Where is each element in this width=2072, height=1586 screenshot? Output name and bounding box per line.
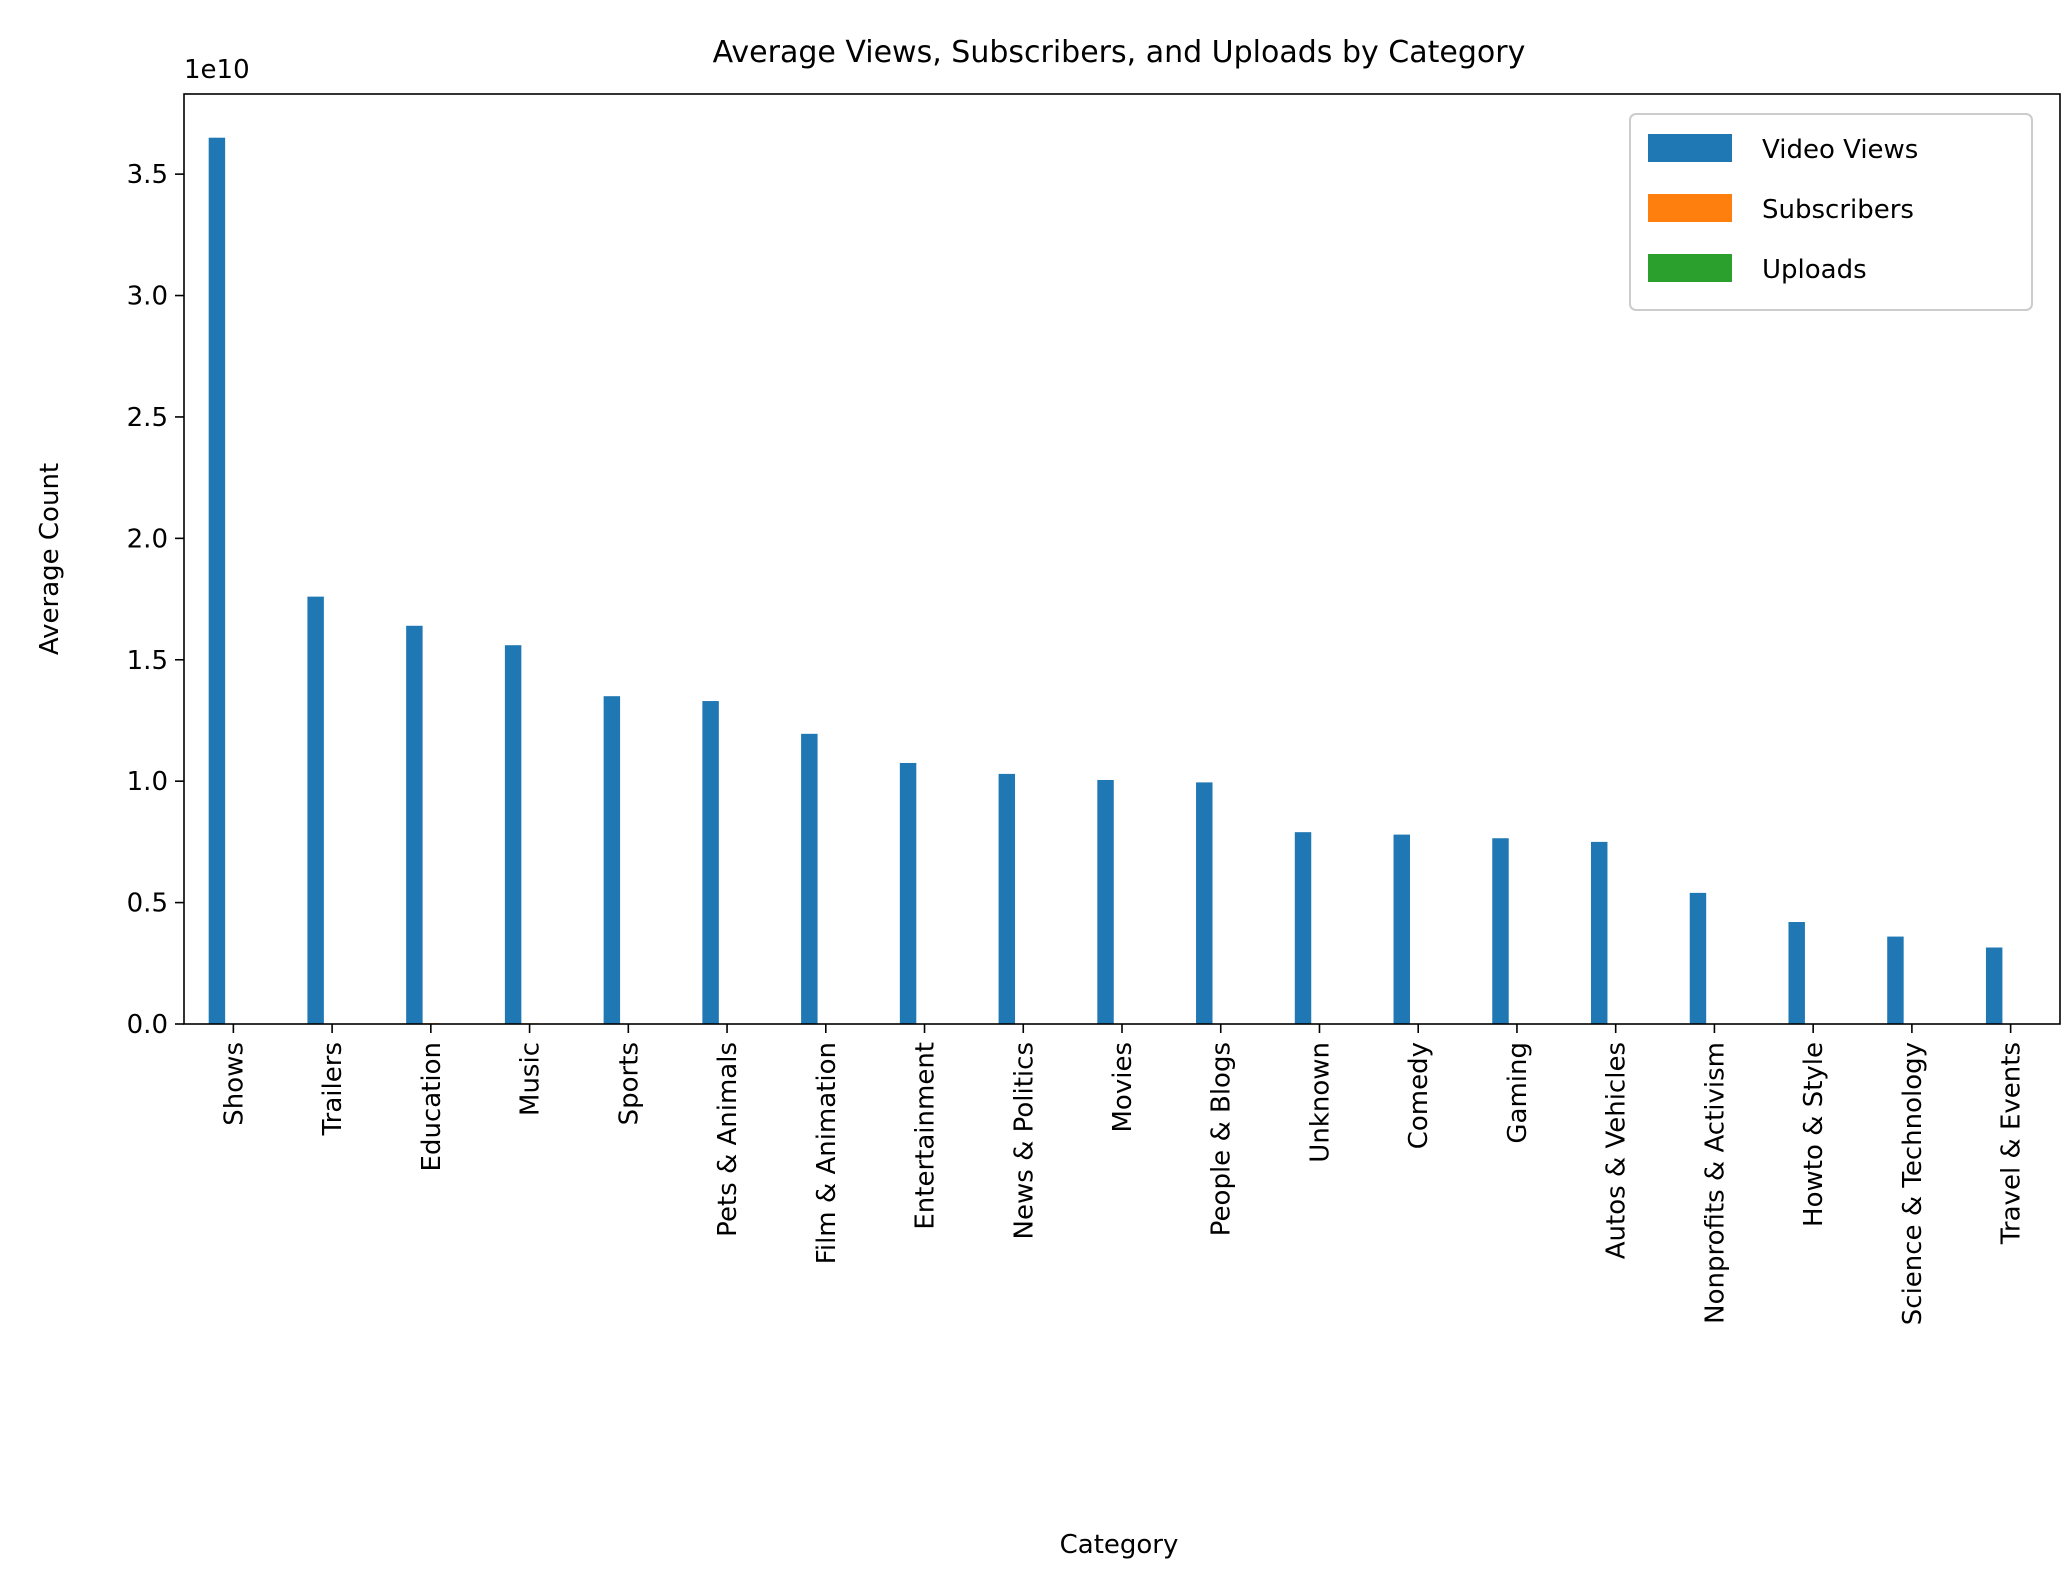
bar-video-views [504, 645, 522, 1024]
x-tick-label: Shows [219, 1042, 249, 1126]
legend: Video Views Subscribers Uploads [1629, 113, 2033, 311]
y-axis-ticks: 0.0 0.5 1.0 1.5 2.0 2.5 3.0 3.5 [127, 160, 184, 1040]
y-axis-label: Average Count [35, 463, 65, 655]
legend-swatch [1648, 134, 1732, 162]
bars [208, 137, 2036, 1024]
bar-video-views [1492, 838, 1509, 1024]
x-tick-label: Science & Technology [1898, 1042, 1928, 1325]
y-tick-label: 2.5 [127, 403, 168, 433]
x-tick-label: Travel & Events [1997, 1042, 2027, 1245]
y-tick-label: 3.5 [127, 160, 168, 190]
plot-frame [183, 93, 2061, 1025]
x-tick-label: Pets & Animals [713, 1042, 743, 1237]
bar-video-views [208, 137, 226, 1024]
x-tick-label: News & Politics [1009, 1042, 1039, 1239]
x-tick-label: Trailers [318, 1042, 348, 1136]
bar-video-views [1689, 892, 1707, 1024]
x-axis-ticks: Shows Trailers Education Music Sports Pets & … [219, 1024, 2027, 1325]
bar-video-views [1887, 936, 1904, 1024]
legend-swatch [1648, 194, 1732, 222]
x-tick-label: Unknown [1305, 1042, 1335, 1163]
bar-video-views [603, 696, 621, 1024]
bar-video-views [1591, 841, 1608, 1024]
legend-swatch [1648, 254, 1732, 282]
y-tick-label: 2.0 [127, 524, 168, 554]
y-offset-text: 1e10 [184, 55, 250, 85]
bar-video-views [702, 701, 719, 1024]
x-tick-label: Nonprofits & Activism [1700, 1042, 1730, 1324]
y-tick-label: 0.0 [127, 1010, 168, 1040]
y-tick-label: 0.5 [127, 889, 168, 919]
x-tick-label: Education [417, 1042, 447, 1171]
bar-video-views [1196, 782, 1213, 1024]
bar-video-views [1393, 834, 1410, 1024]
x-tick-label: Gaming [1503, 1042, 1533, 1144]
x-axis-label: Category [1060, 1530, 1179, 1560]
y-tick-label: 1.0 [127, 767, 168, 797]
bar-video-views [998, 773, 1016, 1024]
x-tick-label: Comedy [1404, 1042, 1434, 1149]
chart-title: Average Views, Subscribers, and Uploads … [713, 35, 1526, 70]
x-tick-label: Howto & Style [1799, 1042, 1829, 1227]
legend-entry: Video Views [1762, 135, 1918, 165]
legend-entry: Subscribers [1762, 195, 1914, 225]
legend-entry: Uploads [1762, 255, 1867, 285]
bar-video-views [1985, 947, 2003, 1024]
bar-video-views [1294, 832, 1312, 1024]
bar-video-views [801, 733, 818, 1024]
x-tick-label: Movies [1108, 1042, 1138, 1133]
bar-video-views [307, 596, 324, 1024]
y-tick-label: 1.5 [127, 646, 168, 676]
x-tick-label: Music [516, 1042, 546, 1116]
bar-video-views [1788, 922, 1805, 1024]
x-tick-label: People & Blogs [1207, 1042, 1237, 1236]
x-tick-label: Autos & Vehicles [1602, 1042, 1632, 1259]
y-tick-label: 3.0 [127, 282, 168, 312]
x-tick-label: Entertainment [911, 1042, 941, 1230]
bar-video-views [899, 762, 917, 1024]
bar-video-views [1097, 779, 1114, 1024]
x-tick-label: Film & Animation [812, 1042, 842, 1264]
x-tick-label: Sports [614, 1042, 644, 1125]
bar-video-views [406, 625, 423, 1024]
